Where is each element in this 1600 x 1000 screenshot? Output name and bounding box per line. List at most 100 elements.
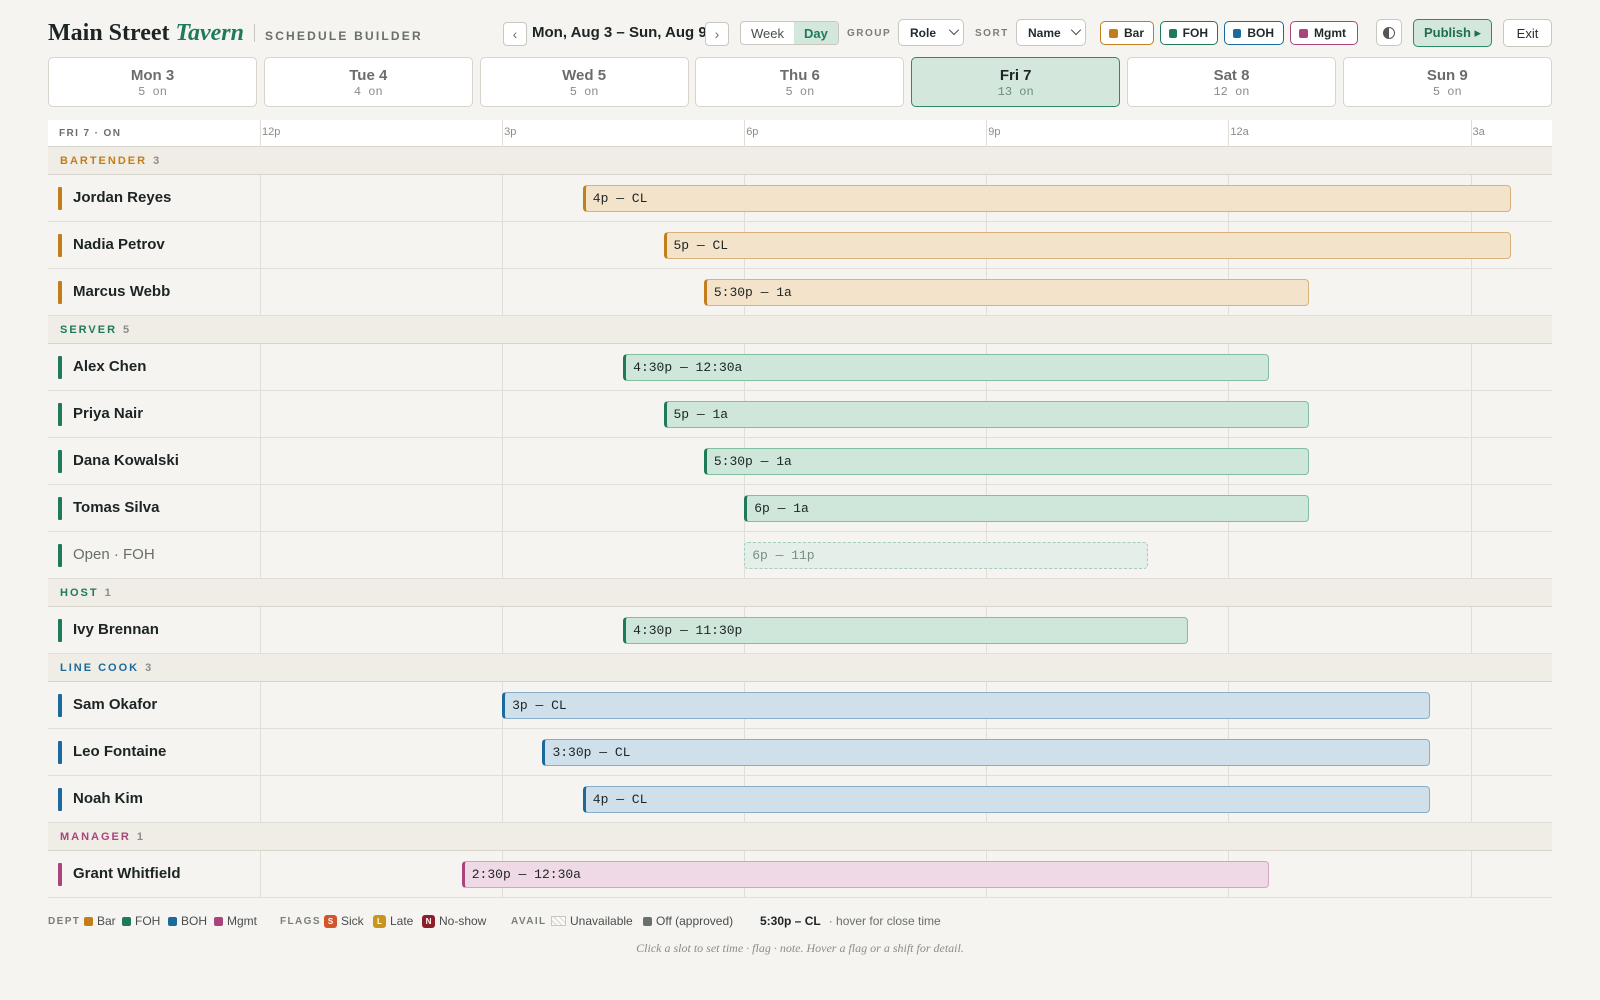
role-group-label: BARTENDER [60,155,148,167]
shift-block[interactable]: 3:30p — CL [542,739,1431,766]
legend-dept-mgmt: Mgmt [214,914,257,928]
time-tick: 9p [988,126,1001,138]
shift-block[interactable]: 3p — CL [502,692,1431,719]
dept-color-bar [58,356,62,379]
employee-name: Priya Nair [73,405,144,422]
employee-row[interactable]: Nadia Petrov 5p — CL [48,222,1552,269]
employee-row[interactable]: Tomas Silva 6p — 1a [48,485,1552,532]
employee-row[interactable]: Open · FOH 6p — 11p [48,532,1552,579]
legend-unavailable: Unavailable [551,914,633,928]
role-group-header: BARTENDER 3 [48,147,1552,175]
employee-row[interactable]: Ivy Brennan 4:30p — 11:30p [48,607,1552,654]
time-tick: 3a [1472,126,1485,138]
hour-gridline [1470,120,1472,898]
shift-block[interactable]: 4:30p — 12:30a [623,354,1269,381]
employee-row[interactable]: Alex Chen 4:30p — 12:30a [48,344,1552,391]
role-group-name: BARTENDER 3 [60,155,160,167]
off-swatch [643,916,652,926]
view-week-button[interactable]: Week [751,25,784,41]
dept-color-swatch [168,916,177,926]
shift-block[interactable]: 5:30p — 1a [703,448,1310,475]
dept-color-bar [58,544,62,567]
employee-row[interactable]: Leo Fontaine 3:30p — CL [48,729,1552,776]
dept-color-bar [58,450,62,473]
role-group-count: 3 [145,662,153,674]
legend-flag-name: No-show [439,914,487,928]
dept-color-bar [58,863,62,886]
employee-row[interactable]: Dana Kowalski 5:30p — 1a [48,438,1552,485]
employee-name: Open · FOH [73,546,155,563]
shift-block[interactable]: 5:30p — 1a [703,279,1310,306]
dept-color-swatch [1109,28,1118,38]
filter-chip-bar[interactable]: Bar [1100,21,1154,45]
shift-block[interactable]: 4p — CL [582,786,1431,813]
theme-toggle-button[interactable] [1376,19,1402,46]
filter-chip-foh[interactable]: FOH [1160,21,1218,45]
shift-block[interactable]: 5p — CL [663,232,1511,259]
publish-button[interactable]: Publish ▸ [1413,19,1492,47]
dept-color-swatch [1169,28,1177,38]
chevron-down-icon [1070,24,1082,36]
dept-color-bar [58,497,62,520]
day-tab[interactable]: Fri 7 13 on [911,57,1121,107]
sample-shift-text: 5:30p – CL [760,914,821,928]
day-tab-name: Mon 3 [130,67,175,84]
role-group-header: SERVER 5 [48,316,1552,344]
next-week-button[interactable]: › [705,22,729,46]
employee-row[interactable]: Grant Whitfield 2:30p — 12:30a [48,851,1552,898]
role-group-label: SERVER [60,324,118,336]
dept-color-swatch [1299,28,1308,38]
legend-dept-foh: FOH [122,914,160,928]
legend-flag-late: L Late [373,914,413,928]
shift-block[interactable]: 5p — 1a [663,401,1310,428]
unavailable-swatch [551,916,566,926]
hour-gridline [502,120,504,898]
employee-row[interactable]: Priya Nair 5p — 1a [48,391,1552,438]
sort-label: SORT [975,28,1009,39]
legend-flag-no-show: N No-show [422,914,486,928]
employee-row[interactable]: Sam Okafor 3p — CL [48,682,1552,729]
view-toggle: Week Day [740,21,839,45]
employee-row[interactable]: Marcus Webb 5:30p — 1a [48,269,1552,316]
filter-chip-boh[interactable]: BOH [1224,21,1284,45]
name-column-divider [260,120,261,898]
role-group-header: HOST 1 [48,579,1552,607]
view-day-button[interactable]: Day [794,22,838,44]
dept-color-swatch [1233,28,1242,38]
legend-dept-name: FOH [135,914,161,928]
employee-row[interactable]: Jordan Reyes 4p — CL [48,175,1552,222]
sort-select[interactable]: Name [1016,19,1086,46]
legend-dept-label: DEPT [48,916,81,927]
role-group-count: 3 [153,155,161,167]
legend-dept-boh: BOH [168,914,207,928]
filter-chip-mgmt[interactable]: Mgmt [1290,21,1358,45]
role-group-count: 1 [104,587,112,599]
employee-name: Tomas Silva [73,499,160,516]
employee-name: Nadia Petrov [73,236,165,253]
shift-block[interactable]: 4:30p — 11:30p [623,617,1189,644]
legend-off-label: Off (approved) [656,914,734,928]
open-shift-block[interactable]: 6p — 11p [744,542,1148,569]
shift-block[interactable]: 2:30p — 12:30a [461,861,1269,888]
role-group-label: LINE COOK [60,662,140,674]
exit-button[interactable]: Exit [1503,19,1552,47]
dept-color-bar [58,694,62,717]
shift-block[interactable]: 6p — 1a [744,495,1310,522]
day-tab[interactable]: Sat 8 12 on [1127,57,1336,107]
shift-block[interactable]: 4p — CL [582,185,1511,212]
prev-week-button[interactable]: ‹ [503,22,527,46]
employee-row[interactable]: Noah Kim 4p — CL [48,776,1552,823]
time-tick: 6p [746,126,759,138]
dept-color-swatch [84,916,93,926]
day-tab-name: Tue 4 [349,67,388,84]
group-select-value: Role [910,25,937,40]
legend-off: Off (approved) [643,914,733,928]
group-select[interactable]: Role [898,19,964,46]
employee-name: Dana Kowalski [73,452,179,469]
day-tab-name: Fri 7 [999,67,1032,84]
